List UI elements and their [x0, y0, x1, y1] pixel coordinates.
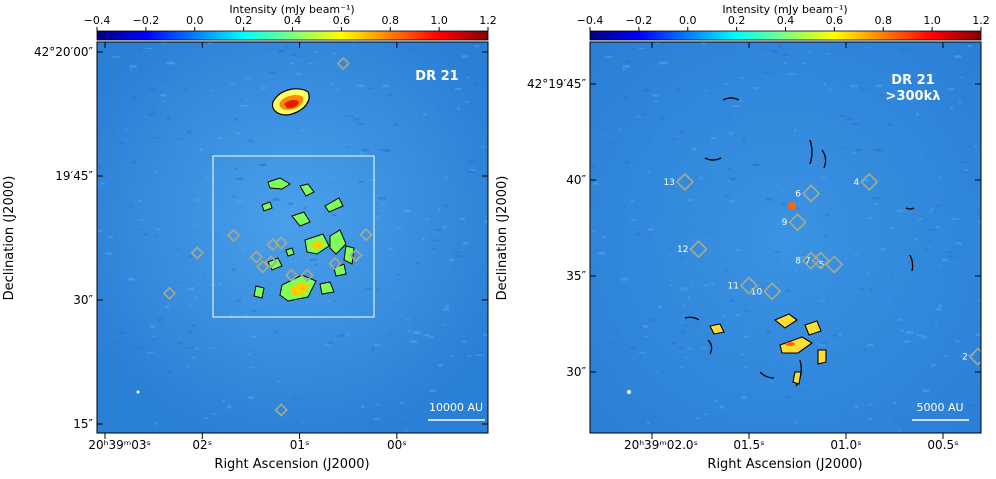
left-image: [97, 42, 488, 433]
right-scalebar-label: 5000 AU: [916, 401, 963, 414]
right-xtick-label: 20ʰ39ᵐ02.0ˢ: [624, 438, 698, 452]
right-ytick-label: 35″: [566, 269, 586, 283]
right-source-marker: [739, 276, 759, 295]
right-axes: 20ʰ39ᵐ02.0ˢ 01.5ˢ 01.0ˢ 00.5ˢ 42°19′45″ 40″ 35…: [527, 42, 981, 452]
source-label-13: 13: [663, 178, 674, 188]
left-ytick-label: 15″: [73, 417, 93, 431]
left-colorbar-tick-label: −0.2: [133, 14, 160, 27]
right-colorbar-ticks: −0.4 −0.2 0.0 0.2 0.4 0.6 0.8 1.0 1.2: [577, 14, 990, 31]
left-xtick-label: 20ʰ39ᵐ03ˢ: [88, 438, 151, 452]
right-image: 2 4 5 6 78 9 10 11 12 13: [590, 42, 981, 433]
left-ylabel: Declination (J2000): [2, 176, 17, 301]
left-source-marker: [266, 237, 280, 252]
right-ytick-label: 42°19′45″: [527, 77, 587, 91]
left-source-marker: [349, 248, 363, 262]
right-xtick-label: 00.5ˢ: [927, 438, 958, 452]
source-label-2: 2: [962, 353, 968, 363]
right-source-marker: [801, 184, 821, 203]
left-source-markers: [162, 56, 373, 417]
source-label-4: 4: [853, 178, 859, 188]
right-source-markers: 2 4 5 6 78 9 10 11 12 13: [663, 172, 981, 366]
left-colorbar-tick-label: 0.6: [333, 14, 351, 27]
left-colorbar-tick-label: 0.0: [186, 14, 204, 27]
left-source-marker: [328, 256, 342, 271]
right-source-marker: [763, 282, 782, 301]
left-xtick-label: 02ˢ: [192, 438, 212, 452]
left-colorbar-tick-label: 1.2: [479, 14, 497, 27]
left-source-marker: [255, 260, 270, 274]
right-title: DR 21: [891, 73, 934, 88]
source-label-12: 12: [677, 245, 688, 255]
left-source-marker: [336, 56, 350, 71]
left-source-marker: [226, 228, 241, 243]
left-source-marker: [274, 403, 288, 417]
left-frame: [96, 41, 489, 434]
left-colorbar-tick-label: 0.4: [284, 14, 302, 27]
left-colorbar-tick-label: 0.2: [235, 14, 253, 27]
right-colorbar-tick-label: 0.6: [826, 14, 844, 27]
left-source-marker: [190, 246, 205, 260]
left-source-marker: [162, 286, 177, 301]
left-colorbar-ticks: −0.4 −0.2 0.0 0.2 0.4 0.6 0.8 1.0 1.2: [84, 14, 497, 31]
right-source-marker: [675, 172, 695, 192]
left-scalebar-label: 10000 AU: [429, 401, 483, 414]
source-label-7: 7: [805, 257, 811, 267]
right-colorbar-tick-label: 0.4: [777, 14, 795, 27]
source-label-11: 11: [727, 282, 738, 292]
right-ytick-label: 40″: [566, 173, 586, 187]
right-panel: Intensity (mJy beam⁻¹) −0.4 −0.2 0.0 0.2 0.4…: [495, 3, 990, 472]
right-colorbar-label: Intensity (mJy beam⁻¹): [722, 3, 847, 16]
source-label-5: 5: [819, 260, 825, 270]
right-colorbar-tick-label: 0.8: [875, 14, 893, 27]
right-ytick-label: 30″: [566, 365, 586, 379]
left-source-marker: [274, 236, 288, 250]
left-xlabel: Right Ascension (J2000): [214, 457, 369, 472]
source-label-8: 8: [795, 257, 801, 267]
right-colorbar-tick-label: 0.2: [728, 14, 746, 27]
left-source-marker: [249, 250, 264, 264]
right-colorbar-tick-label: 1.0: [923, 14, 941, 27]
left-colorbar-tick-label: 0.8: [382, 14, 400, 27]
right-source-marker: [689, 239, 708, 259]
left-xtick-label: 00ˢ: [387, 438, 407, 452]
left-title: DR 21: [415, 69, 458, 84]
right-xtick-label: 01.0ˢ: [830, 438, 861, 452]
right-source-marker: [801, 251, 821, 270]
left-source-marker: [264, 255, 278, 269]
left-source-marker: [284, 268, 299, 282]
right-frame: [589, 41, 982, 434]
right-source-marker: [788, 213, 807, 232]
left-ytick-label: 42°20′00″: [34, 45, 94, 59]
right-colorbar-tick-label: 1.2: [972, 14, 990, 27]
right-subtitle: >300kλ: [886, 89, 941, 104]
left-colorbar: [96, 30, 489, 41]
left-axes: 20ʰ39ᵐ03ˢ 02ˢ 01ˢ 00ˢ 42°20′00″ 19′45″ 30″ 15″: [34, 42, 488, 452]
right-colorbar-tick-label: 0.0: [679, 14, 697, 27]
right-xlabel: Right Ascension (J2000): [707, 457, 862, 472]
right-colorbar: [589, 30, 982, 41]
source-label-9: 9: [782, 218, 788, 228]
right-xtick-label: 01.5ˢ: [733, 438, 764, 452]
left-colorbar-tick-label: 1.0: [430, 14, 448, 27]
right-colorbar-tick-label: −0.4: [577, 14, 604, 27]
left-ytick-label: 30″: [73, 293, 93, 307]
left-source-marker: [359, 228, 373, 242]
right-ylabel: Declination (J2000): [495, 176, 510, 301]
source-label-6: 6: [795, 189, 801, 199]
right-colorbar-tick-label: −0.2: [626, 14, 653, 27]
zoom-box: [212, 155, 375, 318]
source-label-10: 10: [751, 287, 763, 297]
left-source-marker: [300, 268, 314, 282]
left-panel: Intensity (mJy beam⁻¹) −0.4 −0.2 0.0 0.2 0.4…: [2, 3, 497, 472]
right-source-marker: [860, 172, 879, 192]
right-source-marker: [968, 347, 981, 366]
left-xtick-label: 01ˢ: [290, 438, 310, 452]
left-colorbar-label: Intensity (mJy beam⁻¹): [229, 3, 354, 16]
left-ytick-label: 19′45″: [55, 169, 93, 183]
right-source-marker: [825, 255, 844, 274]
left-colorbar-tick-label: −0.4: [84, 14, 111, 27]
